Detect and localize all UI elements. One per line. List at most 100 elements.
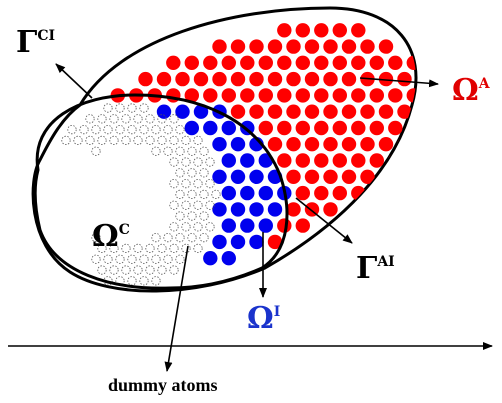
dummy-atom bbox=[91, 233, 101, 243]
dummy-atom bbox=[91, 254, 101, 264]
dummy-atom bbox=[139, 125, 149, 135]
dummy-atom bbox=[109, 135, 119, 145]
dummy-atom bbox=[169, 265, 179, 275]
dummy-atom bbox=[193, 200, 203, 210]
dummy-atom bbox=[139, 103, 149, 113]
atomistic-atom bbox=[406, 88, 416, 103]
atomistic-atom bbox=[267, 234, 283, 250]
atomistic-atom bbox=[332, 153, 347, 168]
atomistic-atom bbox=[323, 202, 338, 217]
dummy-atom bbox=[97, 114, 107, 124]
atomistic-atom bbox=[351, 88, 366, 103]
interface-atom bbox=[230, 234, 246, 250]
dummy-atom bbox=[109, 265, 119, 275]
dummy-atom bbox=[181, 157, 191, 167]
atomistic-atom bbox=[249, 71, 264, 87]
interface-atom bbox=[240, 218, 255, 233]
atomistic-atom bbox=[166, 55, 181, 70]
atomistic-atom bbox=[267, 137, 283, 152]
dummy-atom bbox=[199, 168, 209, 178]
atomistic-atom bbox=[304, 39, 320, 54]
interface-atom bbox=[258, 185, 273, 201]
dummy-atom bbox=[133, 243, 143, 253]
dummy-atom bbox=[85, 114, 95, 124]
atomistic-atom bbox=[230, 71, 246, 87]
interface-atom bbox=[221, 185, 236, 201]
atomistic-atom bbox=[351, 55, 366, 70]
continuum-domain-outline bbox=[33, 93, 289, 290]
dummy-atom bbox=[163, 233, 173, 243]
atomistic-atom bbox=[397, 104, 412, 119]
dummy-atom bbox=[163, 125, 173, 135]
dummy-atom bbox=[187, 211, 197, 221]
atomistic-atom bbox=[378, 137, 394, 152]
dummy-atom bbox=[145, 243, 155, 253]
dummy-atoms-arrow bbox=[164, 245, 189, 372]
dummy-atom bbox=[193, 243, 203, 253]
dummy-atom bbox=[175, 233, 185, 243]
dummy-atom bbox=[127, 254, 137, 264]
dummy-atom bbox=[133, 114, 143, 124]
dummy-atom bbox=[115, 103, 125, 113]
dummy-atom bbox=[193, 222, 203, 232]
dummy-atom bbox=[199, 189, 209, 199]
atomistic-atom bbox=[203, 88, 218, 103]
dummy-atom bbox=[175, 254, 185, 264]
dummy-atom bbox=[139, 276, 149, 286]
gamma-ci-label: ΓCI bbox=[16, 25, 55, 60]
dummy-atom bbox=[193, 179, 203, 189]
dummy-atom bbox=[175, 211, 185, 221]
atomistic-atom bbox=[286, 71, 301, 87]
dummy-atom bbox=[181, 135, 191, 145]
atomistic-atom bbox=[388, 120, 403, 136]
omega-a-label: ΩA bbox=[452, 73, 491, 108]
dummy-atom bbox=[91, 146, 101, 156]
dummy-atom bbox=[187, 168, 197, 178]
dummy-atom bbox=[103, 254, 113, 264]
dummy-atom bbox=[127, 276, 137, 286]
atomistic-atom bbox=[184, 55, 199, 70]
atomistic-atom bbox=[323, 71, 338, 87]
interface-atom bbox=[156, 104, 172, 119]
dummy-atom bbox=[97, 243, 107, 253]
dummy-atom bbox=[145, 135, 155, 145]
atomistic-atom bbox=[323, 169, 338, 184]
atomistic-atom bbox=[240, 88, 255, 103]
atomistic-atom bbox=[286, 169, 301, 184]
dummy-atom bbox=[91, 125, 101, 135]
dummy-atom bbox=[145, 265, 155, 275]
dummy-atom bbox=[169, 179, 179, 189]
atomistic-atom bbox=[184, 88, 199, 103]
atomistic-atom bbox=[212, 39, 227, 54]
atomistic-atom bbox=[277, 88, 292, 103]
atomistic-atom bbox=[406, 55, 416, 70]
atomistic-atom bbox=[277, 55, 292, 70]
atomistic-atom bbox=[341, 137, 357, 152]
interface-atom bbox=[212, 234, 227, 250]
atomistic-atom bbox=[175, 71, 190, 87]
dummy-atom bbox=[157, 243, 167, 253]
atomistic-atom bbox=[314, 23, 329, 38]
atomistic-atom bbox=[267, 71, 283, 87]
dummy-atom bbox=[97, 265, 107, 275]
atomistic-atom bbox=[240, 55, 255, 70]
atomistic-atom bbox=[341, 169, 357, 184]
gamma-ai-label: ΓAI bbox=[356, 251, 395, 286]
atomistic-atom bbox=[314, 88, 329, 103]
dummy-atom bbox=[151, 125, 161, 135]
atomistic-atom bbox=[378, 39, 394, 54]
omega-c-label: ΩC bbox=[92, 219, 130, 254]
dummy-atom bbox=[121, 114, 131, 124]
atomistic-atom bbox=[323, 104, 338, 119]
atomistic-atom bbox=[360, 104, 375, 119]
atomistic-atom bbox=[360, 39, 375, 54]
atomistic-atom bbox=[212, 71, 227, 87]
atomistic-atom bbox=[341, 39, 357, 54]
dummy-atom bbox=[187, 233, 197, 243]
atomistic-atom bbox=[295, 153, 310, 168]
dummy-atom bbox=[127, 125, 137, 135]
atomistic-atom bbox=[277, 120, 292, 136]
atomistic-region-atoms bbox=[110, 23, 416, 250]
dummy-atom bbox=[205, 222, 215, 232]
